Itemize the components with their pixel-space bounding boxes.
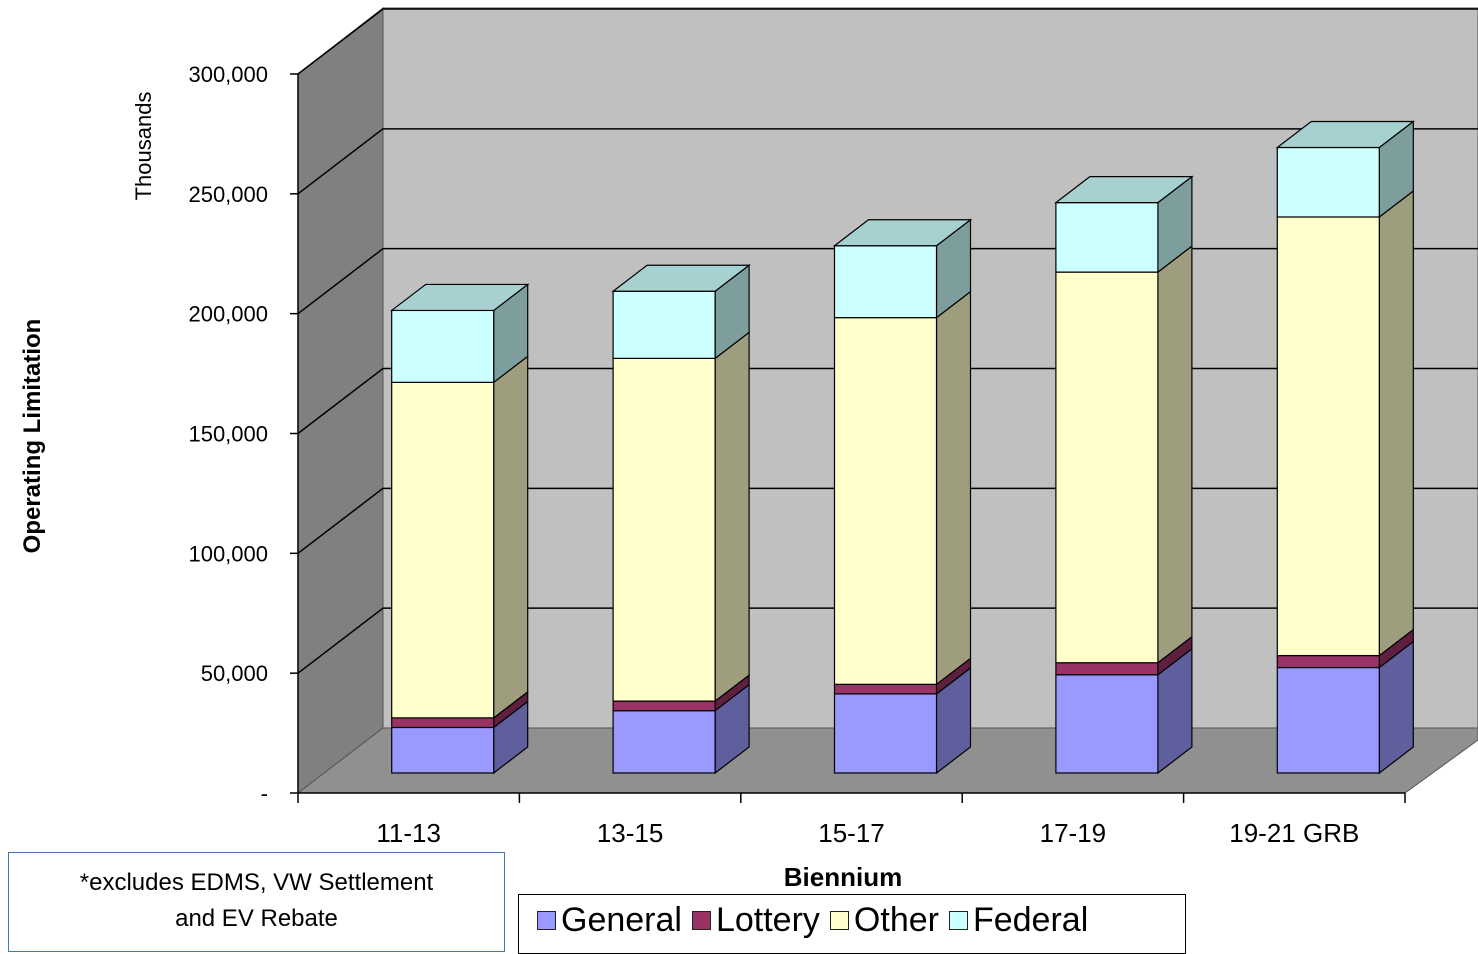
legend-swatch-general xyxy=(537,910,556,930)
x-tick-label: 11-13 xyxy=(376,818,441,848)
bar-segment xyxy=(391,309,495,383)
legend-swatch-lottery xyxy=(691,910,711,930)
bar-segment-side xyxy=(493,355,529,720)
bar-segment-side xyxy=(1157,244,1193,664)
y-tick-label: 300,000 xyxy=(188,62,268,87)
legend-label-lottery: Lottery xyxy=(715,901,820,939)
bar-top xyxy=(611,264,751,292)
bar-segment xyxy=(1276,216,1380,657)
bar-top xyxy=(832,219,973,247)
x-tick-label: 15-17 xyxy=(818,818,885,848)
bar-segment xyxy=(833,245,938,319)
bar-segment xyxy=(612,357,716,702)
bar-segment xyxy=(1276,654,1380,669)
x-axis-title: Biennium xyxy=(784,862,902,892)
y-tick-label: - xyxy=(261,781,268,806)
bar-segment-side xyxy=(714,331,750,703)
bar-segment xyxy=(1055,662,1159,676)
y-tick-label: 50,000 xyxy=(201,661,268,686)
x-tick-label: 19-21 GRB xyxy=(1229,818,1359,848)
bar-segment xyxy=(1276,146,1380,218)
gridline xyxy=(297,8,1478,75)
footnote-line-2: and EV Rebate xyxy=(175,905,338,932)
gridline xyxy=(297,128,1478,195)
y-axis-ticks: - 50,000 100,000 150,000 200,000 250,000 300,0… xyxy=(188,62,298,806)
bar-stack xyxy=(389,283,530,775)
x-axis-ticks: 11-13 13-15 15-17 17-19 19-21 GRB xyxy=(297,793,1406,848)
bars xyxy=(389,120,1416,775)
bar-top xyxy=(1054,175,1194,204)
bar-segment xyxy=(1055,201,1159,273)
legend-swatch-other xyxy=(829,910,849,930)
legend-item-general: General xyxy=(537,901,682,939)
bar-segment xyxy=(612,290,716,359)
bar-segment xyxy=(612,700,716,712)
legend: General Lottery Other Federal xyxy=(518,894,1186,954)
bar-segment xyxy=(1055,271,1159,664)
bar-top xyxy=(1275,120,1416,149)
bar-segment-side xyxy=(1378,189,1414,657)
bar-segment xyxy=(833,683,938,695)
legend-item-lottery: Lottery xyxy=(691,901,820,939)
footnote-line-1: *excludes EDMS, VW Settlement xyxy=(79,869,434,896)
y-axis-unit: Thousands xyxy=(131,92,156,201)
y-tick-label: 100,000 xyxy=(188,541,268,566)
bar-stack xyxy=(832,218,973,775)
legend-item-other: Other xyxy=(829,901,939,939)
bar-segment xyxy=(833,693,938,774)
bar-segment xyxy=(391,717,495,729)
bar-top xyxy=(389,283,530,312)
bar-segment xyxy=(1276,666,1380,774)
bar-stack xyxy=(1054,175,1194,775)
bar-stack xyxy=(611,264,751,775)
bar-segment-side xyxy=(935,290,972,686)
legend-label-general: General xyxy=(561,901,682,939)
y-tick-label: 250,000 xyxy=(188,182,268,207)
legend-label-other: Other xyxy=(853,901,939,939)
y-tick-label: 200,000 xyxy=(188,302,268,327)
legend-item-federal: Federal xyxy=(948,901,1089,939)
bar-segment xyxy=(833,317,938,685)
bar-stack xyxy=(1275,120,1416,775)
x-tick-label: 17-19 xyxy=(1040,818,1107,848)
x-tick-label: 13-15 xyxy=(597,818,664,848)
legend-label-federal: Federal xyxy=(972,901,1089,939)
footnote-box: *excludes EDMS, VW Settlement and EV Reb… xyxy=(8,852,505,952)
y-tick-label: 150,000 xyxy=(188,422,268,447)
bar-segment xyxy=(612,710,716,774)
y-axis-title: Operating Limitation xyxy=(19,319,46,554)
bar-segment xyxy=(1055,674,1159,774)
bar-segment xyxy=(391,381,495,719)
bar-segment xyxy=(391,726,495,774)
legend-swatch-federal xyxy=(948,910,968,930)
